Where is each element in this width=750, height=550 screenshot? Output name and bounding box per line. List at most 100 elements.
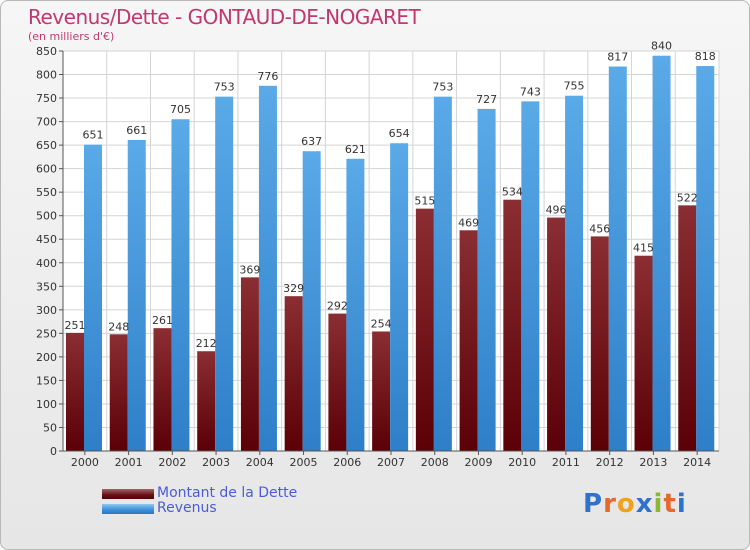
data-label-revenus: 727 xyxy=(476,93,497,106)
data-label-revenus: 637 xyxy=(301,135,322,148)
bar-dette xyxy=(547,217,566,451)
legend-swatch-dette xyxy=(102,489,154,499)
data-label-revenus: 840 xyxy=(651,40,672,53)
bar-dette xyxy=(678,205,697,451)
x-tick-label: 2007 xyxy=(377,456,405,469)
y-tick-label: 350 xyxy=(36,280,57,293)
data-label-dette: 534 xyxy=(502,186,523,199)
data-label-dette: 261 xyxy=(152,314,173,327)
y-tick-label: 100 xyxy=(36,398,57,411)
data-label-revenus: 753 xyxy=(214,81,235,94)
data-label-dette: 456 xyxy=(589,222,610,235)
logo-letter: r xyxy=(603,489,617,519)
bar-revenus xyxy=(652,55,671,452)
y-tick-label: 400 xyxy=(36,257,57,270)
bar-dette xyxy=(415,208,434,451)
x-tick-label: 2010 xyxy=(508,456,536,469)
y-tick-label: 150 xyxy=(36,374,57,387)
bar-revenus xyxy=(84,144,102,451)
chart-title: Revenus/Dette - GONTAUD-DE-NOGARET xyxy=(28,5,421,29)
bar-revenus xyxy=(215,96,234,451)
bar-dette xyxy=(634,255,653,451)
y-tick-label: 50 xyxy=(43,421,57,434)
x-tick-label: 2011 xyxy=(552,456,580,469)
data-label-revenus: 654 xyxy=(389,127,410,140)
bar-dette xyxy=(503,199,522,451)
y-tick-label: 700 xyxy=(36,116,57,129)
bar-dette xyxy=(66,332,84,451)
chart-subtitle: (en milliers d'€) xyxy=(28,30,115,43)
y-tick-label: 250 xyxy=(36,327,57,340)
x-tick-label: 2000 xyxy=(71,456,99,469)
data-label-dette: 496 xyxy=(546,204,567,217)
x-tick-label: 2002 xyxy=(158,456,186,469)
bar-dette xyxy=(284,296,303,451)
data-label-dette: 248 xyxy=(108,320,129,333)
data-label-dette: 369 xyxy=(239,263,260,276)
x-tick-label: 2012 xyxy=(596,456,624,469)
data-label-dette: 469 xyxy=(458,216,479,229)
x-tick-label: 2013 xyxy=(639,456,667,469)
bar-dette xyxy=(197,351,216,451)
bar-dette xyxy=(109,334,128,451)
y-tick-label: 500 xyxy=(36,210,57,223)
bar-dette xyxy=(372,331,391,451)
x-tick-label: 2006 xyxy=(333,456,361,469)
bar-dette xyxy=(328,313,347,451)
data-label-revenus: 705 xyxy=(170,103,191,116)
y-tick-label: 450 xyxy=(36,233,57,246)
logo-letter: o xyxy=(616,489,636,519)
logo-letter: i xyxy=(676,489,687,519)
x-tick-label: 2001 xyxy=(115,456,143,469)
y-tick-label: 200 xyxy=(36,351,57,364)
data-label-dette: 329 xyxy=(283,282,304,295)
data-label-revenus: 621 xyxy=(345,143,366,156)
x-tick-label: 2008 xyxy=(421,456,449,469)
y-tick-label: 600 xyxy=(36,163,57,176)
data-label-dette: 515 xyxy=(414,195,435,208)
bar-revenus xyxy=(346,158,365,451)
x-tick-label: 2003 xyxy=(202,456,230,469)
y-tick-label: 650 xyxy=(36,139,57,152)
data-label-revenus: 661 xyxy=(126,124,147,137)
bar-revenus xyxy=(433,96,452,451)
bar-revenus xyxy=(696,66,715,451)
legend-label-dette: Montant de la Dette xyxy=(157,485,298,501)
logo-letter: t xyxy=(663,489,677,519)
bar-dette xyxy=(590,236,609,451)
data-label-dette: 254 xyxy=(371,317,392,330)
bar-revenus xyxy=(521,101,540,452)
x-tick-label: 2004 xyxy=(246,456,274,469)
bar-revenus xyxy=(171,119,190,451)
y-tick-label: 750 xyxy=(36,92,57,105)
bar-revenus xyxy=(477,108,496,451)
bar-revenus xyxy=(390,143,409,451)
logo-letter: i xyxy=(653,489,664,519)
x-tick-label: 2014 xyxy=(683,456,711,469)
bar-revenus xyxy=(302,151,321,451)
logo-letter: P xyxy=(583,489,604,519)
y-tick-label: 800 xyxy=(36,69,57,82)
data-label-revenus: 753 xyxy=(432,81,453,94)
bar-dette xyxy=(459,230,478,451)
proxiti-logo: Proxiti xyxy=(583,489,687,519)
data-label-dette: 212 xyxy=(196,337,217,350)
x-tick-label: 2009 xyxy=(464,456,492,469)
y-tick-label: 0 xyxy=(50,445,57,458)
y-tick-label: 550 xyxy=(36,186,57,199)
data-label-revenus: 818 xyxy=(695,50,716,63)
data-label-dette: 251 xyxy=(65,319,86,332)
bar-dette xyxy=(153,328,172,451)
logo-letter: x xyxy=(635,489,654,519)
x-tick-label: 2005 xyxy=(290,456,318,469)
legend-label-revenus: Revenus xyxy=(157,500,217,516)
bar-revenus xyxy=(127,139,146,452)
data-label-dette: 292 xyxy=(327,300,348,313)
bar-dette xyxy=(240,277,259,451)
y-tick-label: 300 xyxy=(36,304,57,317)
y-tick-label: 850 xyxy=(36,45,57,58)
data-label-revenus: 776 xyxy=(257,70,278,83)
data-label-dette: 415 xyxy=(633,242,654,255)
